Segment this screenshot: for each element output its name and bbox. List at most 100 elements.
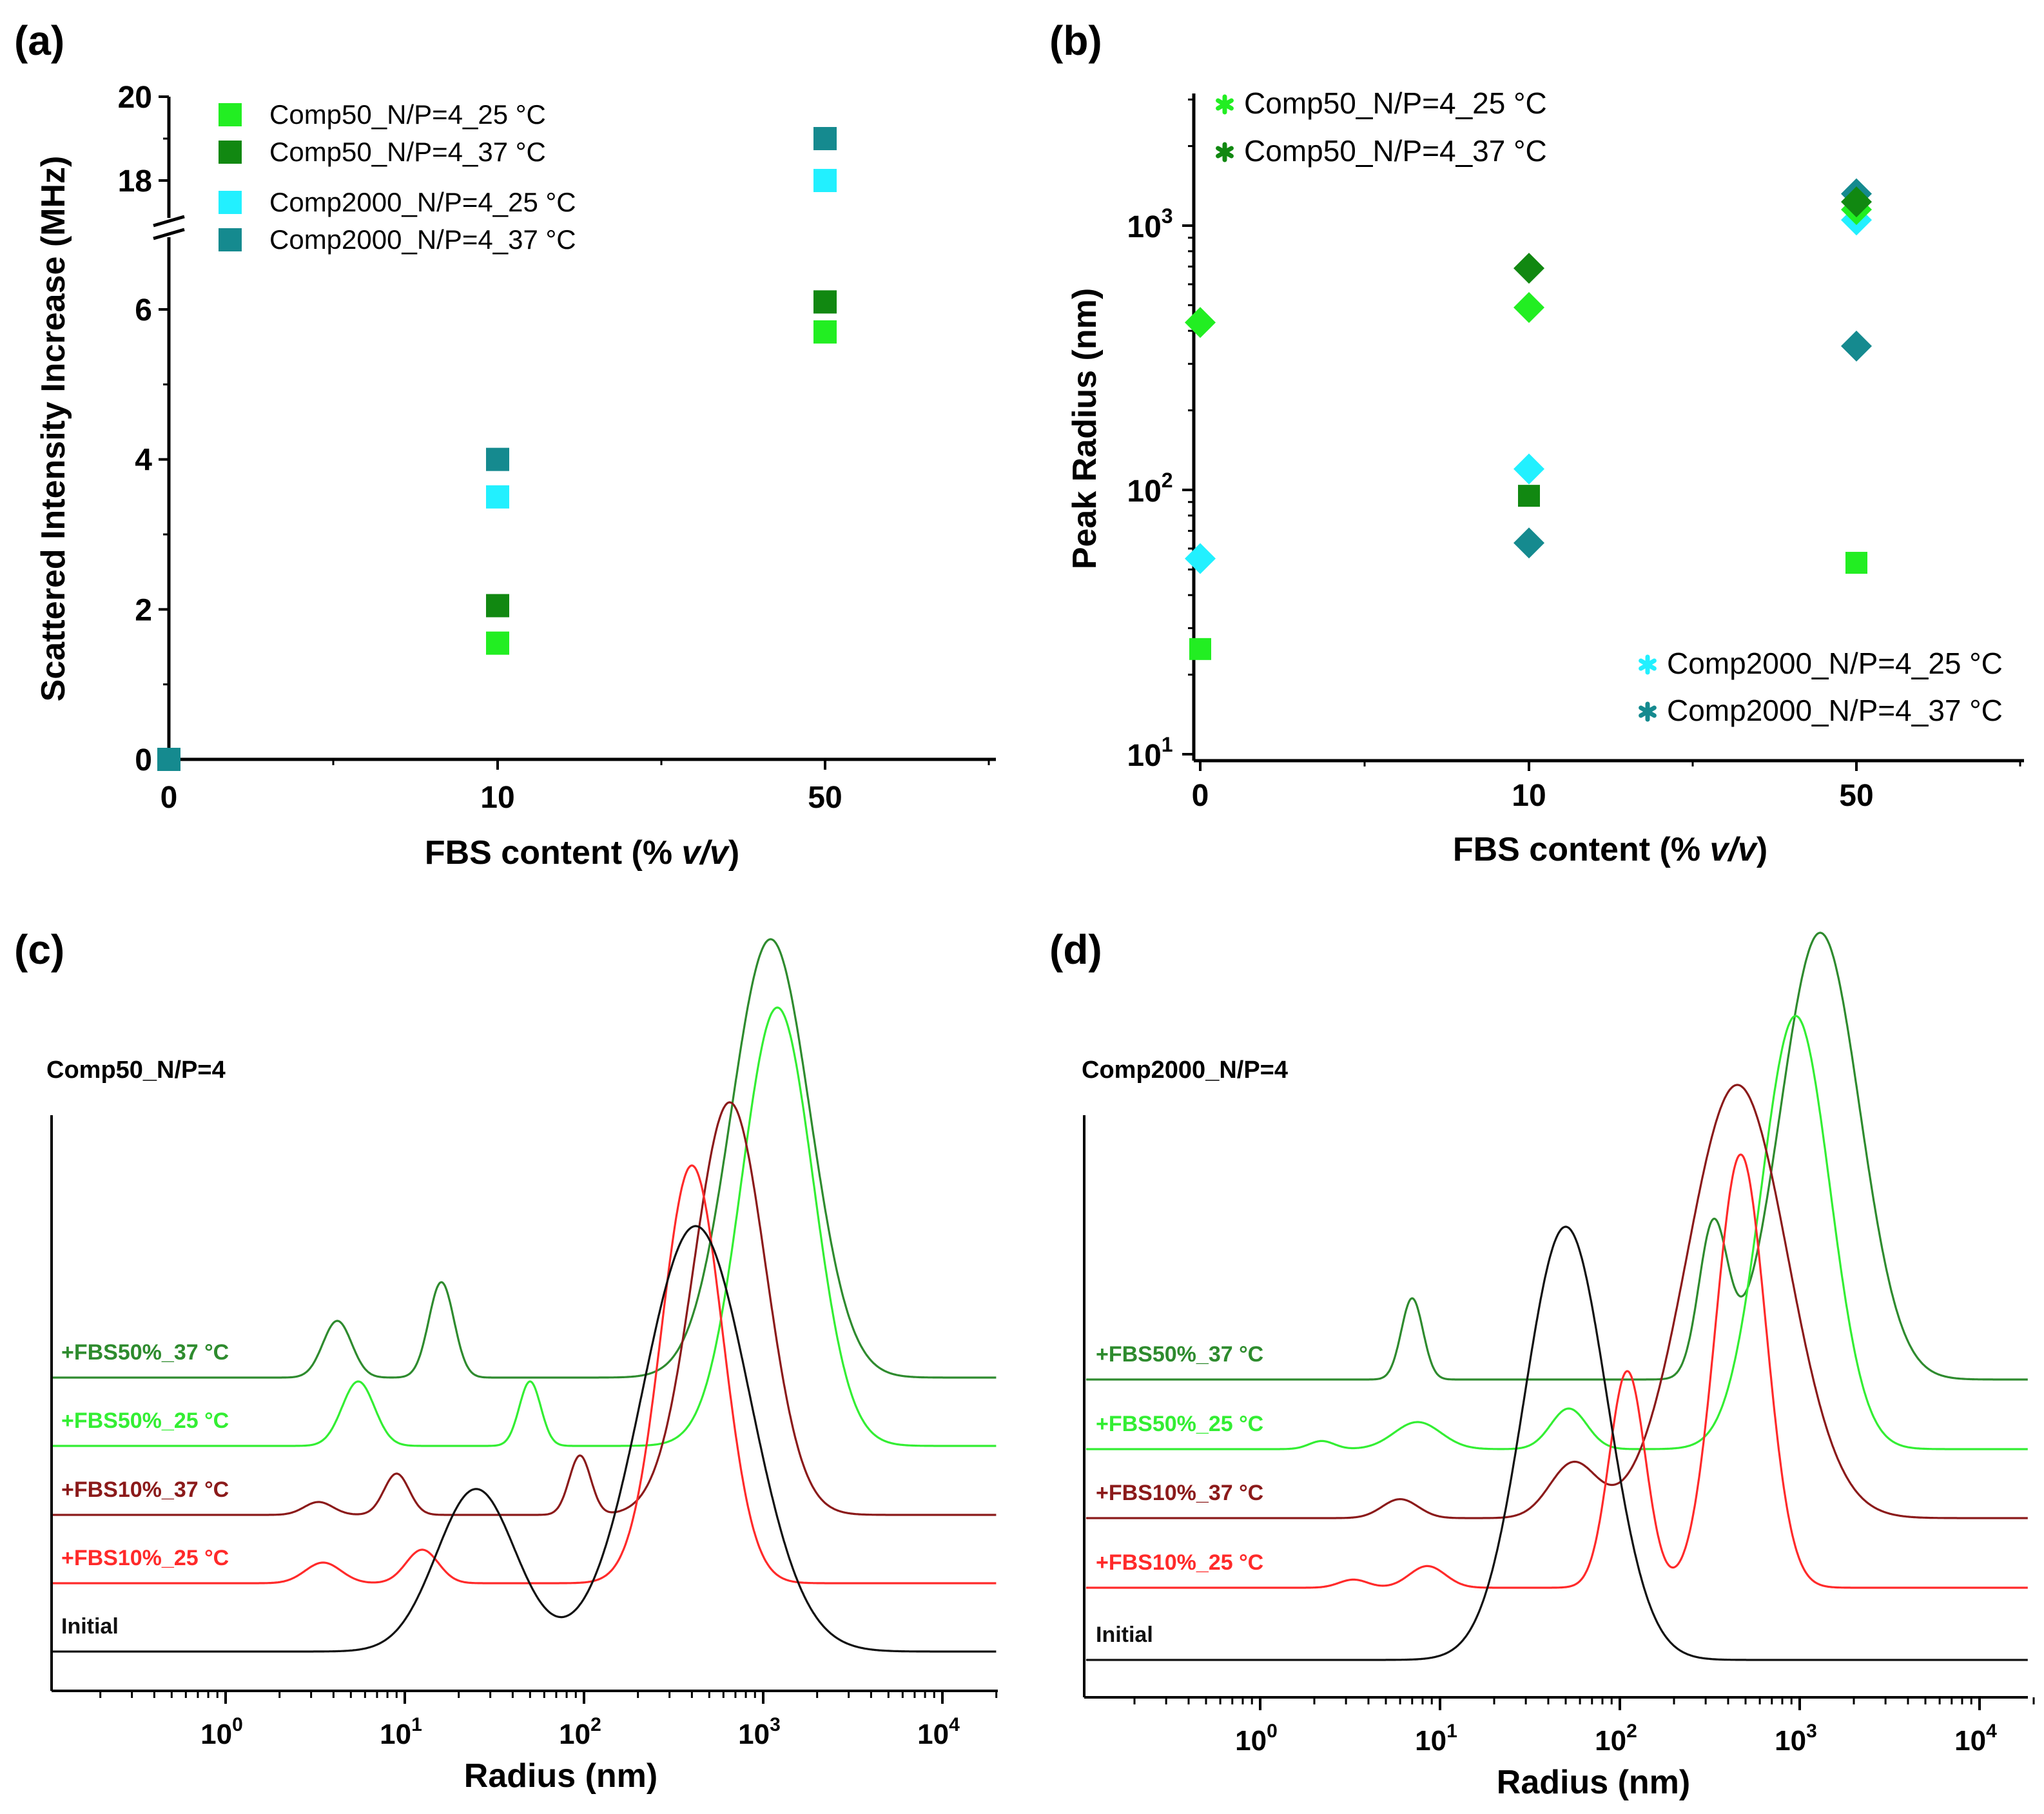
panel-b-legend-marker: [1639, 654, 1657, 675]
panel-c-label: (c): [14, 926, 64, 973]
panel-d-trace: [1085, 931, 2029, 1381]
panel-d-trace: [1085, 1015, 2029, 1450]
panel-c-x-title: Radius (nm): [464, 1757, 657, 1795]
panel-a-point: [813, 169, 837, 192]
panel-a-x-title: FBS content (% v/v): [425, 834, 739, 872]
panel-b-points: [1185, 178, 1872, 660]
panel-b-point: [1185, 307, 1216, 338]
panel-a-x-tick-label: 50: [808, 781, 842, 815]
panel-a-y-tick-label: 20: [118, 81, 152, 115]
panel-a-y-tick-label: 2: [135, 593, 152, 627]
panel-d-x-tick-label: 102: [1595, 1721, 1637, 1757]
panel-b-legend: Comp50_N/P=4_25 °C Comp50_N/P=4_37 °C Comp…: [1216, 86, 2003, 727]
panel-b-legend-marker: [1216, 142, 1234, 162]
panel-d-trace: [1085, 1225, 2029, 1661]
panel-d-ticks: 100 101 102 103 104: [1133, 1697, 2035, 1757]
panel-c-trace-label: +FBS10%_37 °C: [61, 1478, 229, 1502]
panel-b-x-tick-label: 50: [1839, 779, 1873, 813]
panel-c-x-tick-label: 103: [738, 1714, 781, 1750]
panel-a-legend-marker: [219, 103, 242, 126]
panel-a-legend-marker: [219, 191, 242, 214]
panel-c-trace: [52, 1101, 997, 1516]
panel-b-point: [1514, 453, 1544, 485]
panel-b-legend-label: Comp2000_N/P=4_25 °C: [1667, 647, 2003, 680]
panel-a-y-tick-label: 4: [135, 444, 152, 478]
panel-a-legend-marker: [219, 141, 242, 164]
panel-b-legend-marker-stroke: [1639, 658, 1657, 671]
panel-b-point: [1514, 292, 1544, 324]
panel-a-label: (a): [14, 17, 64, 64]
panel-b-legend-marker-stroke: [1216, 146, 1234, 159]
panel-d-x-title: Radius (nm): [1497, 1764, 1690, 1801]
panel-d-x-tick-label: 103: [1775, 1721, 1817, 1757]
panel-c-trace-label: +FBS50%_37 °C: [61, 1340, 229, 1365]
panel-b-legend-marker-stroke: [1216, 98, 1234, 111]
panel-b-x-title: FBS content (% v/v): [1453, 831, 1767, 868]
panel-b-point: [1185, 543, 1216, 574]
panel-b-label: (b): [1049, 17, 1102, 64]
panel-b-legend-label: Comp2000_N/P=4_37 °C: [1667, 694, 2003, 727]
panel-b-point: [1845, 552, 1867, 574]
panel-a-y-tick-label: 18: [118, 164, 152, 199]
panel-c: (c) Comp50_N/P=4 100 101 102 103 104 +FBS50%…: [14, 926, 998, 1795]
panel-a-legend-label: Comp2000_N/P=4_37 °C: [269, 224, 576, 255]
panel-d-trace: [1085, 1153, 2029, 1589]
panel-c-trace: [52, 1006, 997, 1447]
panel-a-point: [813, 127, 837, 150]
panel-b-point: [1841, 330, 1872, 362]
panel-b-legend-label: Comp50_N/P=4_25 °C: [1244, 86, 1547, 120]
panel-b-legend-marker-stroke: [1639, 705, 1657, 718]
panel-b-y-tick-label: 101: [1127, 733, 1173, 773]
panel-a-point: [486, 447, 509, 471]
panel-a-point: [486, 594, 509, 618]
panel-b-legend-marker: [1216, 94, 1234, 115]
panel-d-x-tick-label: 104: [1954, 1721, 1997, 1757]
panel-b-x-tick-label: 0: [1192, 779, 1209, 813]
panel-a-point: [486, 631, 509, 655]
panel-a-points: [157, 127, 837, 771]
panel-c-ticks: 100 101 102 103 104: [99, 1691, 998, 1750]
panel-c-traces: +FBS50%_37 °C +FBS50%_25 °C +FBS10%_37 °C +…: [52, 938, 997, 1653]
panel-a-x-tick-label: 10: [480, 781, 514, 815]
panel-a-axis-break: [153, 215, 185, 240]
panel-c-trace: [52, 1164, 997, 1585]
panel-c-subtitle: Comp50_N/P=4: [46, 1057, 226, 1084]
panel-b-point: [1518, 485, 1540, 507]
panel-b-legend-label: Comp50_N/P=4_37 °C: [1244, 134, 1547, 168]
panel-c-x-tick-label: 104: [917, 1714, 960, 1750]
panel-a-legend-label: Comp2000_N/P=4_25 °C: [269, 187, 576, 217]
panel-b-ticks: 0 10 50 101 102 103: [1127, 98, 2021, 813]
panel-a-legend: Comp50_N/P=4_25 °C Comp50_N/P=4_37 °C Comp…: [219, 99, 576, 255]
panel-b-x-tick-label: 10: [1512, 779, 1546, 813]
panel-c-trace-label: +FBS10%_25 °C: [61, 1546, 229, 1570]
panel-a-legend-marker: [219, 228, 242, 251]
panel-b-y-title: Peak Radius (nm): [1066, 288, 1104, 569]
panel-d-trace-label: +FBS50%_25 °C: [1096, 1412, 1263, 1436]
panel-d-trace-label: Initial: [1096, 1623, 1153, 1647]
panel-c-trace: [52, 1225, 997, 1653]
panel-c-trace-label: Initial: [61, 1614, 119, 1639]
panel-a-point: [157, 748, 180, 771]
panel-b-y-tick-label: 102: [1127, 469, 1173, 509]
panel-d-x-tick-label: 101: [1415, 1721, 1457, 1757]
panel-a-y-title: Scattered Intensity Increase (MHz): [35, 156, 72, 702]
panel-a-point: [813, 320, 837, 344]
panel-a-x-tick-label: 0: [161, 781, 178, 815]
panel-a-point: [486, 485, 509, 509]
panel-b-point: [1514, 527, 1544, 559]
panel-d-x-tick-label: 100: [1235, 1721, 1278, 1757]
panel-a-y-tick-label: 0: [135, 743, 152, 777]
panel-c-trace-label: +FBS50%_25 °C: [61, 1409, 229, 1433]
panel-a-legend-label: Comp50_N/P=4_37 °C: [269, 137, 546, 167]
panel-c-x-tick-label: 100: [200, 1714, 243, 1750]
panel-d-trace-label: +FBS10%_25 °C: [1096, 1550, 1263, 1575]
panel-b-y-tick-label: 103: [1127, 204, 1173, 244]
panel-c-trace: [52, 938, 997, 1379]
panel-c-x-tick-label: 101: [380, 1714, 422, 1750]
panel-a-legend-label: Comp50_N/P=4_25 °C: [269, 99, 546, 130]
panel-b-legend-marker: [1639, 701, 1657, 722]
panel-d-subtitle: Comp2000_N/P=4: [1082, 1057, 1288, 1084]
